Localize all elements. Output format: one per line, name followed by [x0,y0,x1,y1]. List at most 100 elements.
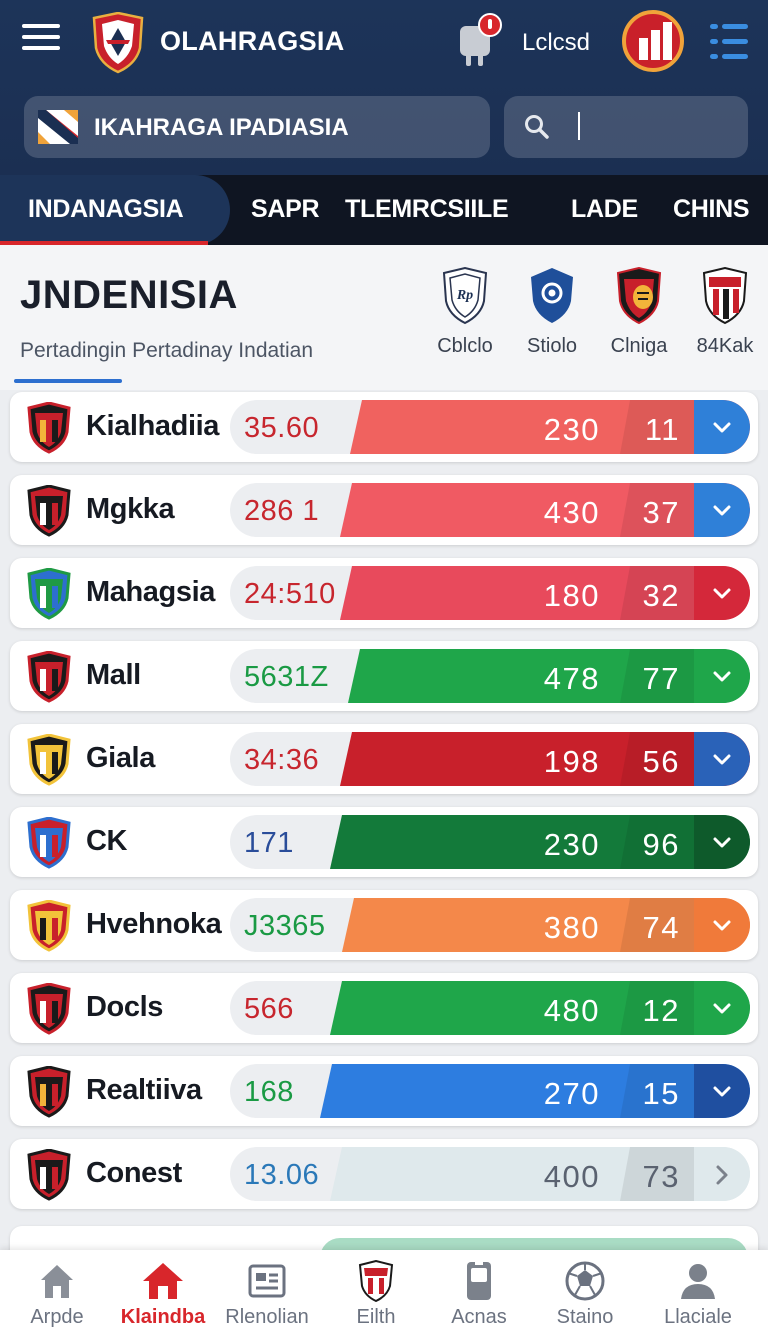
tab-sapr[interactable]: SAPR [251,195,320,223]
points-segment [620,981,694,1035]
team-name: CK [86,825,128,857]
table-row[interactable]: Docls 566 480 12 [10,973,758,1043]
points-number: 96 [642,827,680,862]
nav-eilth[interactable]: Eilth [321,1260,431,1340]
stat-bar [348,649,750,703]
value-number: 400 [543,1159,600,1194]
app-header: OLAHRAGSIA Lclcsd IKAHRAGA IPADIASIA [0,0,768,175]
expand-button[interactable] [694,732,750,786]
nav-arpde[interactable]: Arpde [2,1260,112,1340]
phone-icon [467,1262,491,1300]
category-tabs: INDANAGSIA SAPR TLEMRCSIILE LADE CHINS [0,175,768,245]
points-segment [620,732,694,786]
tab-indanagsia[interactable]: INDANAGSIA [28,195,184,223]
club-clniga[interactable]: Clniga [596,267,682,377]
team-crest-icon [27,983,71,1035]
nav-acnas[interactable]: Acnas [424,1260,534,1340]
search-box[interactable] [504,96,748,158]
chevron-down-icon [713,588,731,599]
club-cblclo[interactable]: Rp Cblclo [422,267,508,377]
score-value: 566 [244,993,294,1025]
stat-bar [330,981,750,1035]
team-name: Giala [86,742,155,774]
user-icon [681,1264,715,1299]
stat-pill: 24:510 180 32 [230,566,750,620]
points-segment [620,1064,694,1118]
score-value: 168 [244,1076,294,1108]
tab-lade[interactable]: LADE [571,195,638,223]
table-row[interactable]: Kialhadiia 35.60 230 11 [10,392,758,462]
table-row[interactable]: Conest 13.06 400 73 [10,1139,758,1209]
team-name: Mall [86,659,141,691]
score-value: 286 1 [244,495,320,527]
points-number: 11 [644,412,680,447]
score-value: 5631Z [244,661,329,693]
table-row[interactable]: Mgkka 286 1 430 37 [10,475,758,545]
stat-pill: 5631Z 478 77 [230,649,750,703]
bottom-nav: Arpde Klaindba Rlenolian Eilth [0,1250,768,1344]
chevron-down-icon [713,1086,731,1097]
table-row[interactable]: Mahagsia 24:510 180 32 [10,558,758,628]
club-stiolo[interactable]: Stiolo [509,267,595,377]
expand-button[interactable] [694,566,750,620]
team-name: Conest [86,1157,182,1189]
stat-bar [350,400,750,454]
table-row[interactable]: CK 171 230 96 [10,807,758,877]
list-menu-icon[interactable] [710,22,748,62]
nav-klaindba[interactable]: Klaindba [108,1260,218,1340]
chevron-down-icon [713,671,731,682]
expand-button[interactable] [694,1064,750,1118]
tab-chins[interactable]: CHINS [673,195,750,223]
points-number: 74 [642,910,680,945]
value-number: 270 [543,1076,600,1111]
home-icon [143,1263,183,1299]
menu-icon[interactable] [22,24,60,54]
club-84kak[interactable]: 84Kak [682,267,768,377]
ball-icon [565,1261,605,1301]
nav-rlenolian[interactable]: Rlenolian [212,1260,322,1340]
profile-avatar[interactable] [622,10,684,72]
team-crest-icon [27,1066,71,1118]
score-value: 34:36 [244,744,320,776]
score-value: J3365 [244,910,326,942]
table-row[interactable]: Mall 5631Z 478 77 [10,641,758,711]
table-row[interactable]: Giala 34:36 198 56 [10,724,758,794]
table-row[interactable]: Hvehnoka J3365 380 74 [10,890,758,960]
team-crest-icon [27,568,71,620]
nav-llaciale[interactable]: Llaciale [643,1260,753,1340]
points-segment [620,898,694,952]
expand-button[interactable] [694,649,750,703]
value-number: 480 [543,993,600,1028]
chevron-down-icon [713,837,731,848]
expand-button[interactable] [694,483,750,537]
stat-bar [340,483,750,537]
league-selector[interactable]: IKAHRAGA IPADIASIA [24,96,490,158]
team-crest-icon [27,900,71,952]
expand-button[interactable] [694,898,750,952]
points-segment [620,400,694,454]
chevron-right-icon [716,1165,728,1185]
value-number: 230 [543,827,600,862]
search-input[interactable] [586,110,736,144]
user-label[interactable]: Lclcsd [522,29,591,56]
expand-button[interactable] [694,815,750,869]
table-row[interactable]: Realtiiva 168 270 15 [10,1056,758,1126]
nav-staino[interactable]: Staino [530,1260,640,1340]
house-icon [41,1265,73,1298]
nav-label: Klaindba [120,1306,206,1328]
expand-button[interactable] [694,981,750,1035]
tab-tlemrcsiile[interactable]: TLEMRCSIILE [345,195,509,223]
expand-button[interactable] [694,1147,750,1201]
tab-active-background[interactable] [0,175,230,245]
expand-button[interactable] [694,400,750,454]
chevron-down-icon [713,505,731,516]
value-number: 430 [543,495,600,530]
team-crest-icon [27,651,71,703]
team-name: Realtiiva [86,1074,202,1106]
stat-pill: 168 270 15 [230,1064,750,1118]
nav-label: Llaciale [664,1306,732,1328]
chevron-down-icon [713,920,731,931]
notification-badge [478,13,502,37]
chevron-down-icon [713,1003,731,1014]
nav-label: Arpde [30,1306,84,1328]
